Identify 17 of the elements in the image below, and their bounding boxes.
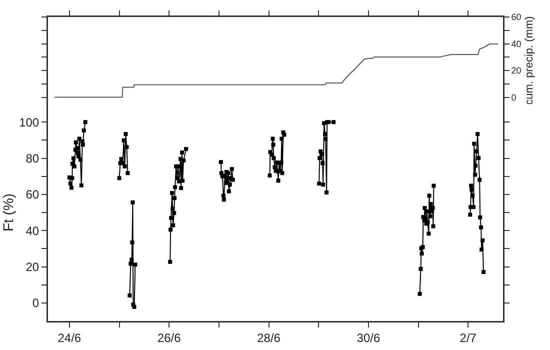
y-tick-label: 20 (511, 66, 522, 76)
y-axis-title: cum. precip. (mm) (523, 16, 536, 105)
x-tick-label: 2/7 (460, 330, 477, 345)
y-tick-label: 60 (26, 188, 40, 202)
y-tick-label: 100 (19, 115, 40, 130)
x-tick-label: 26/6 (157, 330, 182, 345)
x-tick-label: 24/6 (58, 330, 82, 345)
x-tick-label: 30/6 (356, 330, 380, 345)
y-axis-title: Ft (%) (0, 193, 16, 232)
y-tick-label: 40 (26, 224, 40, 238)
y-tick-label: 0 (511, 92, 516, 102)
y-tick-label: 40 (511, 38, 522, 49)
y-tick-label: 0 (32, 296, 40, 310)
x-tick-label: 28/6 (257, 330, 281, 345)
y-tick-label: 80 (26, 151, 40, 166)
y-tick-label: 60 (511, 12, 522, 22)
y-tick-label: 20 (26, 260, 40, 274)
